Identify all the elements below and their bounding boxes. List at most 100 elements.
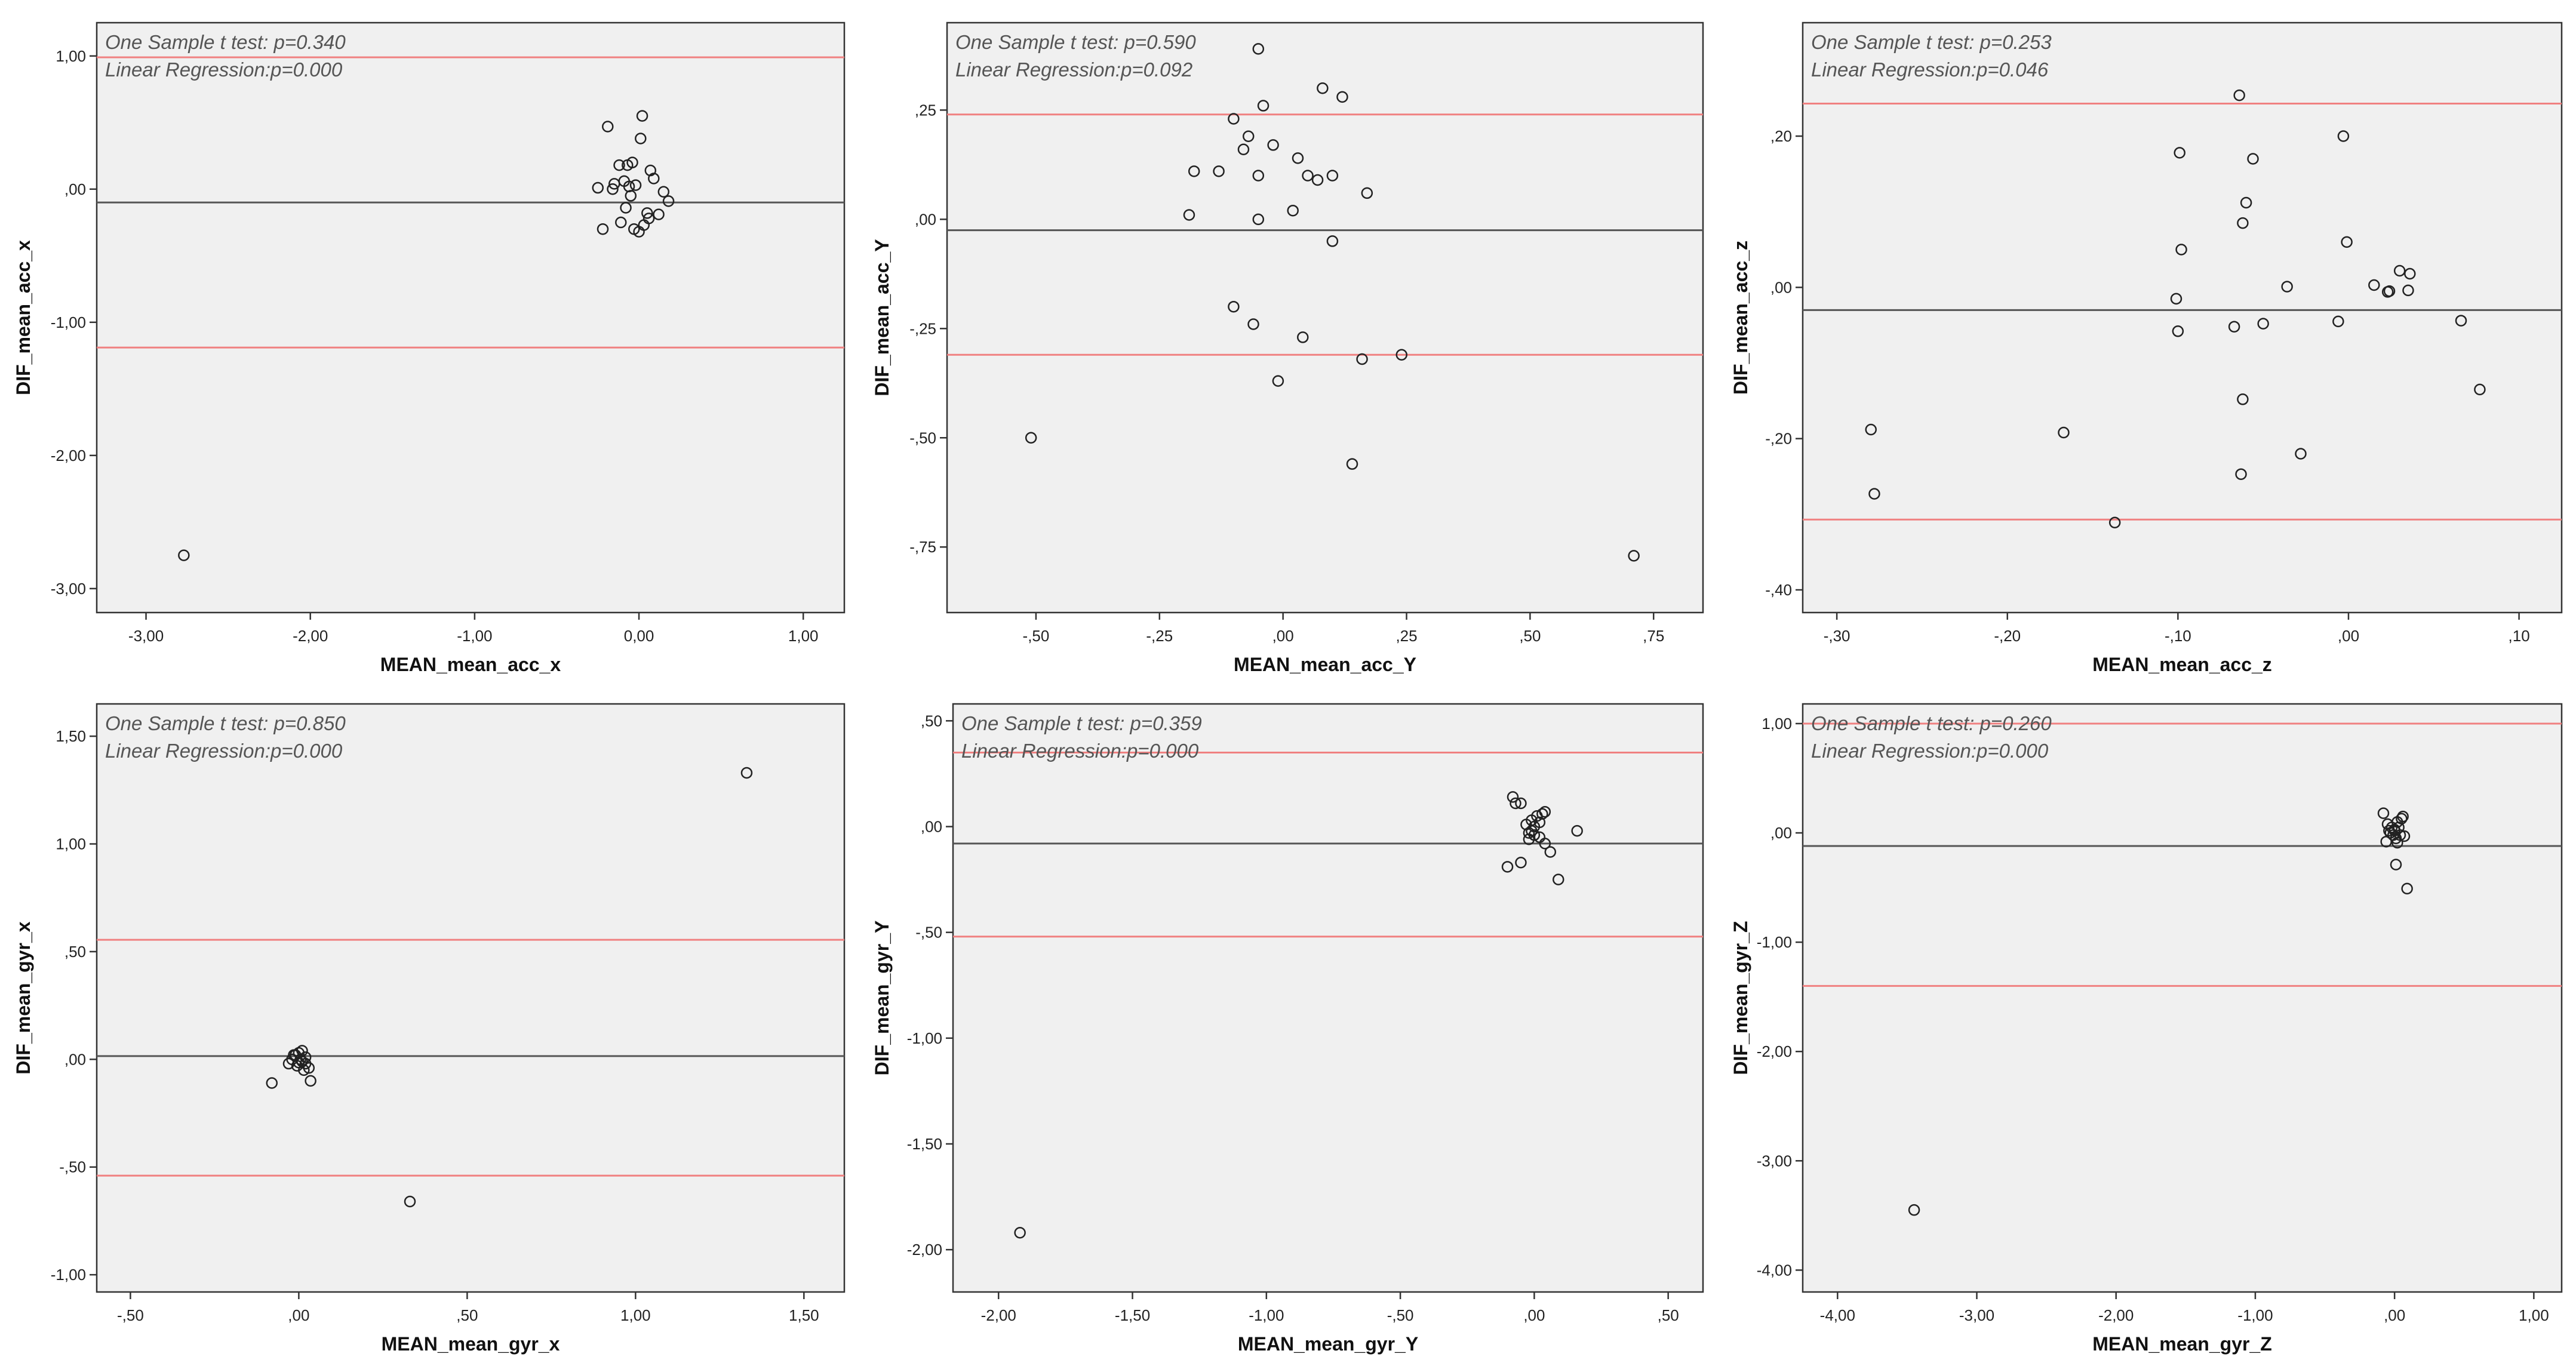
data-point [1311, 174, 1324, 186]
y-tick: -2,00 [1757, 1042, 1803, 1060]
x-tick: ,00 [2384, 1292, 2405, 1324]
x-tick-label: ,00 [2384, 1306, 2405, 1324]
data-point [1868, 488, 1880, 500]
x-tick-label: -2,00 [2098, 1306, 2134, 1324]
x-tick: ,75 [1643, 613, 1664, 645]
x-tick-label: ,00 [1523, 1306, 1545, 1324]
data-point [1544, 846, 1557, 858]
x-tick: -3,00 [128, 613, 164, 645]
x-tick: ,00 [1272, 613, 1294, 645]
data-point [404, 1195, 416, 1208]
x-tick-label: -1,00 [2237, 1306, 2273, 1324]
regression-annotation: Linear Regression:p=0.092 [955, 59, 1192, 81]
plot-area [1802, 21, 2563, 614]
y-tick-label: 1,00 [1762, 715, 1792, 733]
y-axis-title: DIF_mean_gyr_Z [1730, 921, 1751, 1075]
ttest-annotation: One Sample t test: p=0.359 [961, 712, 1202, 734]
data-point [1267, 139, 1279, 151]
y-tick-label: -,50 [59, 1158, 86, 1176]
x-axis-title: MEAN_mean_acc_Y [1234, 654, 1416, 675]
data-point [2240, 196, 2252, 209]
y-tick: -2,00 [907, 1241, 953, 1259]
x-tick-label: ,00 [2338, 627, 2359, 645]
y-tick: 1,00 [1762, 715, 1803, 733]
data-point [625, 190, 637, 202]
plot-area [1802, 703, 2563, 1293]
x-tick: -,50 [1387, 1292, 1414, 1324]
data-point [178, 549, 190, 561]
y-tick-label: ,50 [64, 943, 86, 961]
x-tick: 1,00 [2519, 1292, 2549, 1324]
y-tick-label: ,20 [1770, 127, 1792, 145]
x-tick-label: -4,00 [1820, 1306, 1855, 1324]
data-point [1287, 204, 1299, 217]
plot-area [946, 21, 1704, 614]
data-point [1510, 797, 1521, 810]
y-tick-label: -,40 [1765, 581, 1792, 599]
data-point [1014, 1227, 1026, 1239]
y-tick: ,25 [915, 101, 947, 119]
y-tick: -1,50 [907, 1135, 953, 1153]
data-point [1865, 423, 1877, 436]
data-point [607, 183, 619, 195]
plot-area [952, 703, 1704, 1293]
data-point [636, 110, 648, 122]
data-point [2332, 315, 2344, 328]
x-tick-label: -,25 [1146, 627, 1173, 645]
x-tick-label: ,10 [2509, 627, 2530, 645]
y-tick-label: -1,00 [1757, 933, 1792, 951]
x-tick: ,00 [288, 1292, 309, 1324]
y-tick: -3,00 [51, 580, 97, 598]
data-point [2397, 810, 2409, 823]
x-tick: 1,50 [789, 1292, 819, 1324]
data-point [2170, 293, 2182, 305]
y-tick: -2,00 [51, 447, 97, 464]
data-point [2295, 448, 2307, 460]
x-tick: ,10 [2509, 613, 2530, 645]
data-point [1183, 209, 1195, 221]
x-tick: -,20 [1994, 613, 2021, 645]
data-point [1242, 130, 1255, 143]
data-point [2247, 153, 2259, 165]
x-tick-label: 1,00 [620, 1306, 651, 1324]
chart-acc-z: -,30 -,20 -,10 ,00 ,10 ,20 ,00 -,20 -,40 One Samp… [1730, 21, 2563, 675]
data-point [1908, 1204, 1920, 1216]
data-point [1326, 235, 1339, 247]
data-point [2402, 284, 2414, 297]
y-tick-label: -,75 [909, 538, 936, 556]
data-point [1025, 432, 1037, 444]
data-point [2401, 882, 2413, 895]
chart-gyr-y: -2,00 -1,50 -1,00 -,50 ,00 ,50 ,50 ,00 -,50 -1,00… [871, 703, 1704, 1355]
x-tick-label: -3,00 [1959, 1306, 1994, 1324]
y-tick-label: -1,00 [51, 313, 86, 331]
y-tick-label: ,00 [1770, 824, 1792, 842]
y-tick: ,00 [64, 1050, 97, 1068]
x-tick-label: -,10 [2165, 627, 2191, 645]
data-point [1228, 113, 1240, 125]
data-point [653, 208, 665, 220]
x-tick-label: -,50 [1387, 1306, 1414, 1324]
y-tick: ,00 [64, 180, 97, 198]
data-point [1302, 170, 1314, 181]
y-axis-title: DIF_mean_gyr_Y [871, 921, 893, 1076]
y-tick: -1,00 [51, 313, 97, 331]
x-tick: -3,00 [1959, 1292, 1994, 1324]
x-tick-label: -,50 [117, 1306, 144, 1324]
y-axis-title: DIF_mean_acc_Y [871, 239, 893, 396]
data-point [2391, 836, 2403, 849]
y-tick-label: -,20 [1765, 430, 1792, 448]
y-tick-label: -4,00 [1757, 1261, 1792, 1279]
x-tick: -1,00 [2237, 1292, 2273, 1324]
data-point [1272, 375, 1284, 387]
data-point [2174, 147, 2185, 159]
y-tick: -,25 [909, 319, 947, 337]
data-point [1628, 550, 1640, 562]
data-point [2398, 830, 2411, 842]
x-tick: ,00 [2338, 613, 2359, 645]
y-tick-label: ,00 [1770, 278, 1792, 296]
data-point [2393, 264, 2406, 277]
data-point [2377, 807, 2390, 819]
y-tick-label: ,25 [915, 101, 936, 119]
x-tick-label: -2,00 [293, 627, 328, 645]
y-tick-label: -2,00 [51, 447, 86, 464]
